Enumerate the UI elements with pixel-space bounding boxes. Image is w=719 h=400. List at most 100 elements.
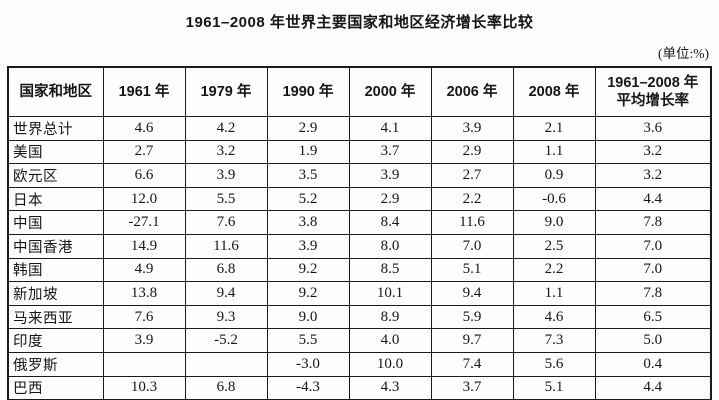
table-cell: 2.2 (430, 186, 514, 212)
table-row: 美国 2.7 3.2 1.9 3.7 2.9 1.1 3.2 (7, 139, 712, 165)
table-cell: 7.6 (102, 304, 186, 330)
table-row: 新加坡 13.8 9.4 9.2 10.1 9.4 1.1 7.8 (7, 281, 712, 306)
row-label: 中国香港 (7, 233, 104, 259)
row-label: 俄罗斯 (7, 351, 104, 377)
table-cell: 4.6 (102, 116, 186, 141)
table-cell: 10.1 (348, 281, 432, 306)
table-row: 印度 3.9 -5.2 5.5 4.0 9.7 7.3 5.0 (7, 328, 712, 353)
table-cell: -3.0 (266, 351, 350, 377)
table-cell: -5.2 (184, 328, 268, 353)
table-cell: 3.8 (266, 210, 350, 235)
table-cell: 9.2 (266, 281, 350, 306)
column-header-1979: 1979 年 (184, 66, 268, 117)
table-cell: 3.7 (348, 139, 432, 165)
table-cell: 7.8 (594, 210, 712, 235)
table-cell: 3.6 (594, 116, 712, 141)
table-cell: 5.0 (594, 328, 712, 353)
table-cell: 2.2 (512, 257, 596, 283)
table-cell: 8.4 (348, 210, 432, 235)
table-cell: 11.6 (184, 233, 268, 259)
table-cell: 12.0 (102, 186, 186, 212)
table-cell: 5.1 (512, 375, 596, 400)
table-cell: 3.9 (348, 163, 432, 188)
table-cell: 3.2 (594, 139, 712, 165)
table-cell: 5.6 (512, 351, 596, 377)
table-cell: 2.9 (266, 116, 350, 141)
table-body: 世界总计 4.6 4.2 2.9 4.1 3.9 2.1 3.6 美国 2.7 3.2 1.9 3.7 2… (7, 116, 712, 400)
table-cell: 9.2 (266, 257, 350, 283)
column-header-2000: 2000 年 (348, 66, 432, 117)
row-label: 日本 (7, 186, 104, 212)
row-label: 美国 (7, 139, 104, 165)
row-label: 印度 (7, 328, 104, 353)
table-row: 欧元区 6.6 3.9 3.5 3.9 2.7 0.9 3.2 (7, 163, 712, 188)
table-cell: 7.0 (594, 257, 712, 283)
table-cell: 5.9 (430, 304, 514, 330)
table-cell: 3.2 (594, 163, 712, 188)
table-cell: 2.7 (430, 163, 514, 188)
table-row: 巴西 10.3 6.8 -4.3 4.3 3.7 5.1 4.4 (7, 375, 712, 400)
table-cell: 0.9 (512, 163, 596, 188)
table-cell: 9.4 (430, 281, 514, 306)
table-cell: 5.5 (266, 328, 350, 353)
table-cell: 5.2 (266, 186, 350, 212)
table-cell: -0.6 (512, 186, 596, 212)
table-cell: 4.4 (594, 186, 712, 212)
table-cell: 5.1 (430, 257, 514, 283)
table-cell: 9.0 (512, 210, 596, 235)
row-label: 马来西亚 (7, 304, 104, 330)
table-cell: 3.9 (266, 233, 350, 259)
column-header-region: 国家和地区 (7, 66, 104, 117)
table-cell: 9.3 (184, 304, 268, 330)
table-cell: 1.1 (512, 281, 596, 306)
table-cell: 4.3 (348, 375, 432, 400)
table-cell: 7.6 (184, 210, 268, 235)
table-cell: 2.9 (348, 186, 432, 212)
table-cell: 3.9 (184, 163, 268, 188)
page-title: 1961–2008 年世界主要国家和地区经济增长率比较 (185, 14, 534, 31)
table-cell: 4.4 (594, 375, 712, 400)
table-cell: 13.8 (102, 281, 186, 306)
table-row: 中国 -27.1 7.6 3.8 8.4 11.6 9.0 7.8 (7, 210, 712, 235)
column-header-2008: 2008 年 (512, 66, 596, 117)
table-cell: 10.3 (102, 375, 186, 400)
table-cell: -27.1 (102, 210, 186, 235)
table-cell: 6.8 (184, 257, 268, 283)
table-cell: 4.9 (102, 257, 186, 283)
table-cell: 8.0 (348, 233, 432, 259)
row-label: 世界总计 (7, 116, 104, 141)
table-cell: -4.3 (266, 375, 350, 400)
table-cell: 4.1 (348, 116, 432, 141)
table-cell: 3.7 (430, 375, 514, 400)
row-label: 韩国 (7, 257, 104, 283)
column-header-average-line1: 1961–2008 年 (607, 74, 699, 91)
table-cell: 14.9 (102, 233, 186, 259)
table-row: 世界总计 4.6 4.2 2.9 4.1 3.9 2.1 3.6 (7, 116, 712, 141)
table-cell: 8.5 (348, 257, 432, 283)
table-cell: 4.2 (184, 116, 268, 141)
table-row: 中国香港 14.9 11.6 3.9 8.0 7.0 2.5 7.0 (7, 233, 712, 259)
table-cell: 2.7 (102, 139, 186, 165)
table-cell: 4.6 (512, 304, 596, 330)
table-cell: 10.0 (348, 351, 432, 377)
table-cell: 7.0 (594, 233, 712, 259)
table-header-row: 国家和地区 1961 年 1979 年 1990 年 2000 年 2006 年… (7, 66, 712, 117)
table-cell: 3.5 (266, 163, 350, 188)
table-row: 马来西亚 7.6 9.3 9.0 8.9 5.9 4.6 6.5 (7, 304, 712, 330)
row-label: 中国 (7, 210, 104, 235)
table-cell: 8.9 (348, 304, 432, 330)
table-cell: 9.4 (184, 281, 268, 306)
table-cell: 3.9 (102, 328, 186, 353)
table-cell: 7.8 (594, 281, 712, 306)
table-cell: 3.2 (184, 139, 268, 165)
table-cell (102, 351, 186, 377)
table-cell: 6.5 (594, 304, 712, 330)
table-cell: 4.0 (348, 328, 432, 353)
table-cell: 11.6 (430, 210, 514, 235)
row-label: 巴西 (7, 375, 104, 400)
table-row: 韩国 4.9 6.8 9.2 8.5 5.1 2.2 7.0 (7, 257, 712, 283)
row-label: 新加坡 (7, 281, 104, 306)
unit-note: (单位:%) (658, 46, 709, 61)
column-header-average-line2: 平均增长率 (616, 93, 690, 109)
